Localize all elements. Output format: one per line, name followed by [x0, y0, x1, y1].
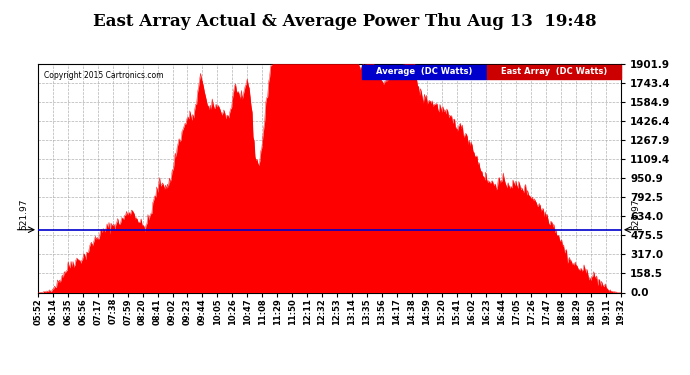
Text: East Array Actual & Average Power Thu Aug 13  19:48: East Array Actual & Average Power Thu Au…	[93, 13, 597, 30]
Text: 521.97: 521.97	[19, 198, 28, 230]
Text: 521.97: 521.97	[631, 198, 640, 230]
Text: Average  (DC Watts): Average (DC Watts)	[376, 68, 473, 76]
Text: East Array  (DC Watts): East Array (DC Watts)	[501, 68, 607, 76]
Text: Copyright 2015 Cartronics.com: Copyright 2015 Cartronics.com	[43, 70, 164, 80]
FancyBboxPatch shape	[487, 65, 621, 79]
FancyBboxPatch shape	[362, 65, 487, 79]
